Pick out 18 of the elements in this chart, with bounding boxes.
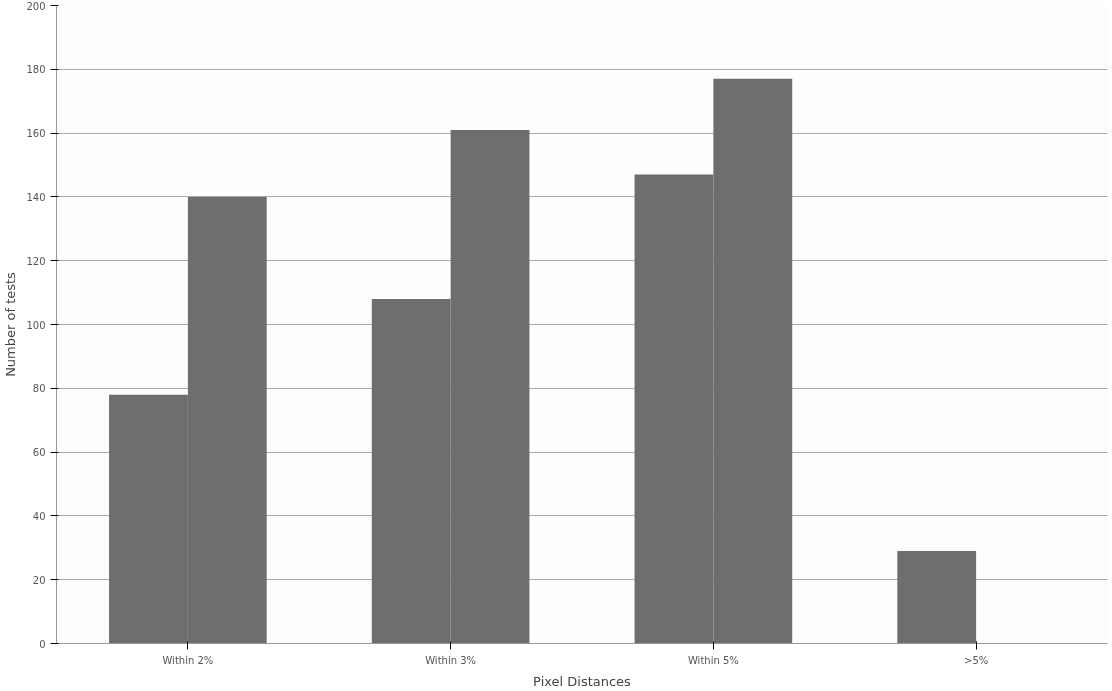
y-tick-label: 180 bbox=[26, 64, 46, 76]
y-tick-label: 20 bbox=[32, 574, 46, 586]
y-tick-label: 40 bbox=[32, 510, 46, 522]
y-tick-label: 80 bbox=[32, 383, 46, 395]
x-axis-title: Pixel Distances bbox=[533, 673, 632, 689]
y-tick-label: 120 bbox=[26, 255, 46, 267]
y-tick-label: 200 bbox=[26, 0, 46, 12]
y-tick-label: 0 bbox=[39, 638, 46, 650]
y-axis-title: Number of tests bbox=[3, 271, 19, 377]
y-tick-label: 160 bbox=[26, 128, 46, 140]
y-tick-label: 100 bbox=[26, 319, 46, 331]
x-tick-label: Within 2% bbox=[162, 654, 214, 666]
x-tick-label: Within 5% bbox=[687, 654, 739, 666]
y-tick-label: 60 bbox=[32, 447, 46, 459]
bar bbox=[897, 550, 977, 644]
x-tick-label: Within 3% bbox=[425, 654, 477, 666]
y-tick-label: 140 bbox=[26, 191, 46, 203]
x-tick-label: >5% bbox=[964, 654, 989, 666]
